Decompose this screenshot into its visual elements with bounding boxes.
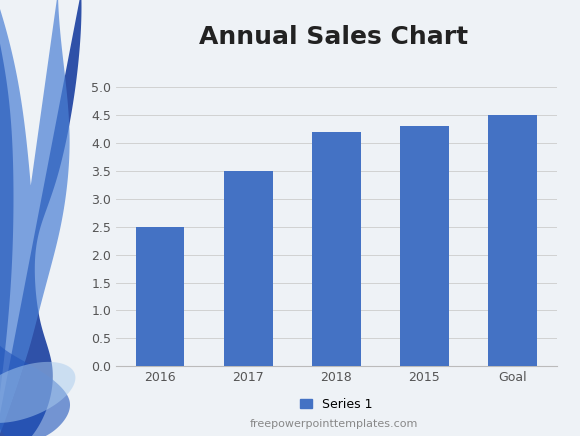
PathPatch shape [0, 0, 82, 436]
Text: Annual Sales Chart: Annual Sales Chart [199, 25, 468, 49]
PathPatch shape [0, 362, 75, 423]
Text: freepowerpointtemplates.com: freepowerpointtemplates.com [249, 419, 418, 429]
PathPatch shape [0, 340, 70, 436]
PathPatch shape [0, 0, 70, 436]
Legend: Series 1: Series 1 [295, 393, 378, 416]
Bar [224, 171, 273, 366]
Bar [136, 227, 184, 366]
Bar [488, 115, 536, 366]
Bar [400, 126, 449, 366]
Bar [312, 132, 361, 366]
